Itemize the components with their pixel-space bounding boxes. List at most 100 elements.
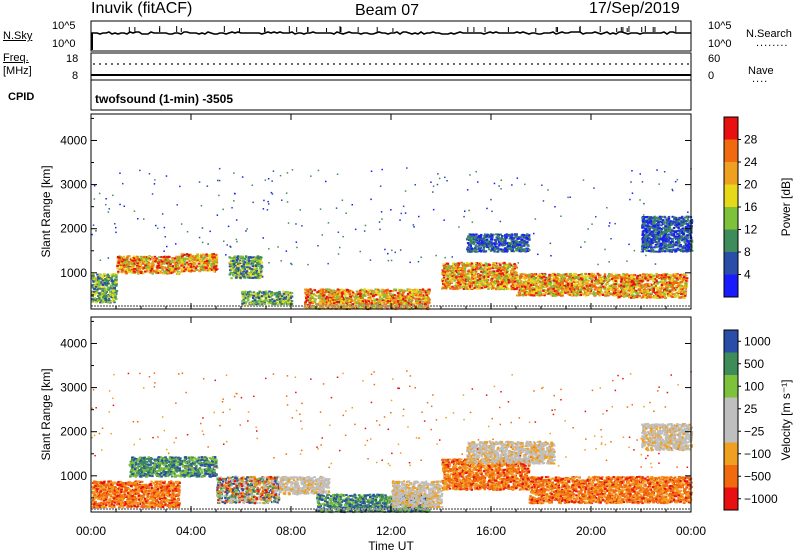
echo-cell [558,293,561,296]
echo-cell [414,294,417,297]
echo-cell [283,298,286,301]
echo-cell [246,271,249,274]
echo-cell [280,295,284,298]
echo-cell [101,296,105,299]
echo-cell [309,288,312,291]
echo-cell [468,281,471,283]
echo-cell [385,300,388,303]
echo-cell [181,257,184,260]
echo-cell [401,302,405,305]
echo-cell [258,259,261,262]
echo-cell [104,299,107,301]
echo-cell [523,234,526,237]
echo-cell [320,294,323,297]
echo-cell [107,294,110,296]
echo-cell [473,280,477,283]
echo-cell [260,303,264,306]
echo-cell [123,268,127,271]
echo-cell [501,262,504,265]
echo-cell [386,301,389,304]
echo-cell [590,276,593,279]
echo-cell [497,275,500,277]
echo-cell [366,303,369,305]
echo-cell [252,291,256,294]
nsearch-tick-bottom: 10^0 [708,38,732,50]
echo-cell [331,294,334,296]
echo-cell [412,302,416,305]
echo-cell [341,291,344,294]
echo-cell [499,248,502,251]
echo-cell [561,288,565,291]
echo-cell [153,269,156,272]
echo-cell [372,292,375,295]
echo-cell [126,270,129,273]
echo-cell [200,268,203,271]
echo-cell [246,264,250,267]
echo-cell [513,244,516,247]
echo-cell [285,301,288,304]
echo-cell [388,299,391,302]
echo-cell [373,307,376,310]
echo-cell [135,271,138,274]
echo-cell [101,288,104,291]
echo-cell [582,293,585,296]
echo-cell [361,303,365,306]
echo-cell [508,262,511,265]
echo-cell [243,300,246,303]
echo-cell [538,277,542,280]
echo-cell [499,281,502,284]
echo-cell [366,299,369,302]
echo-cell [478,287,482,290]
echo-cell [237,268,240,271]
echo-cell [239,259,242,262]
echo-cell [214,259,218,262]
echo-cell [256,292,260,295]
echo-cell [547,287,550,290]
echo-cell [508,237,511,240]
echo-cell [188,268,192,271]
echo-cell [192,270,195,273]
echo-cell [480,270,483,273]
echo-cell [522,273,525,276]
echo-cell [501,277,504,280]
echo-cell [230,263,234,266]
echo-cell [467,284,470,287]
echo-cell [416,288,419,291]
echo-cell [473,279,476,281]
echo-cell [599,280,603,283]
echo-cell [515,234,518,237]
echo-cell [406,288,410,291]
echo-cell [508,275,511,278]
echo-cell [613,275,616,277]
echo-cell [395,303,399,306]
echo-cell [450,274,453,277]
echo-cell [304,300,307,303]
echo-cell [470,265,473,268]
echo-cell [459,276,462,279]
echo-cell [313,300,317,303]
echo-cell [144,270,147,273]
echo-cell [470,268,473,271]
echo-cell [473,237,477,239]
echo-cell [514,233,517,236]
echo-cell [486,240,489,243]
echo-cell [189,265,193,268]
echo-cell [257,263,260,266]
echo-cell [477,264,480,266]
echo-cell [496,284,500,287]
echo-cell [516,294,519,297]
echo-cell [448,285,451,288]
echo-cell [195,255,198,257]
echo-cell [410,304,413,306]
echo-cell [276,298,279,301]
echo-cell [505,242,508,245]
echo-cell [506,287,510,290]
echo-cell [257,297,260,299]
echo-cell [168,268,171,270]
echo-cell [256,261,259,264]
echo-cell [203,266,206,269]
echo-cell [396,297,399,300]
echo-cell [279,300,282,303]
echo-cell [229,257,232,260]
echo-cell [602,287,605,290]
